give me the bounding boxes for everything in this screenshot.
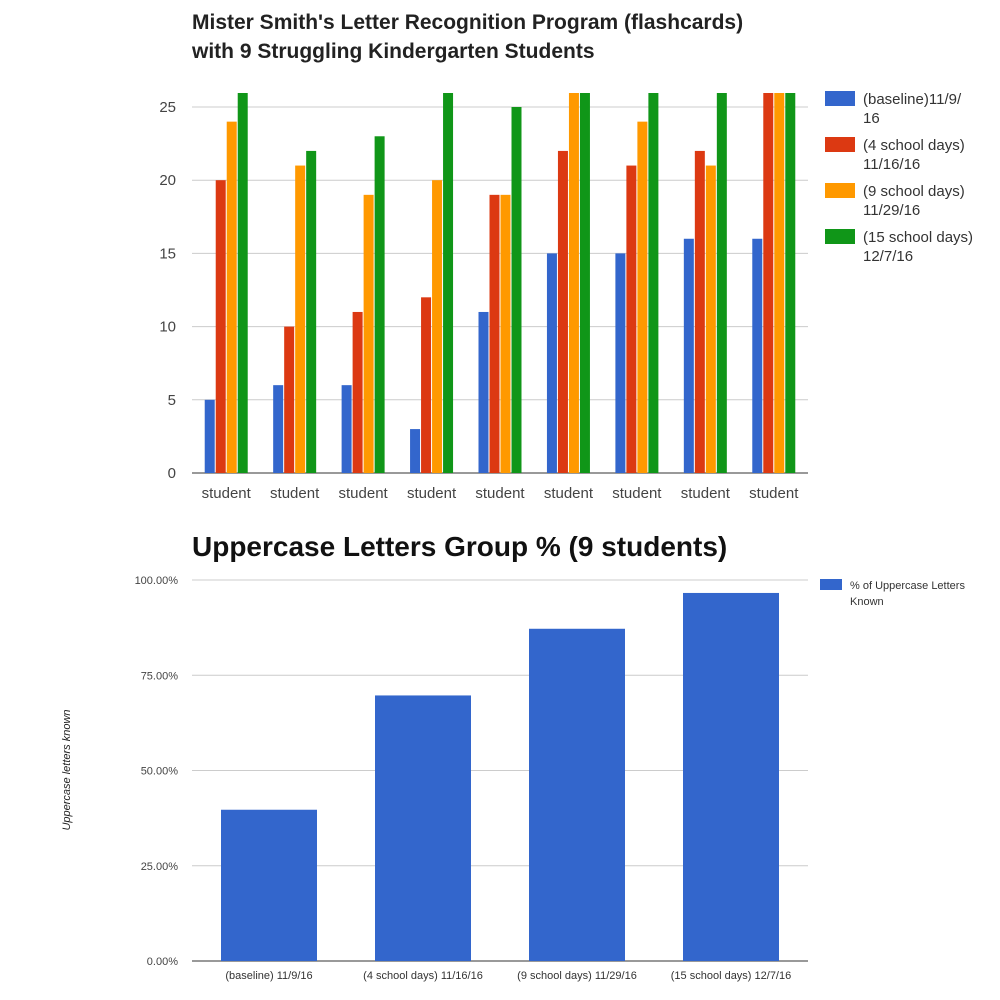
chart2-x-tick-label: (9 school days) 11/29/16 [517, 970, 637, 982]
chart1-legend-swatch [825, 183, 855, 198]
chart1-bar [443, 93, 454, 473]
chart1-x-tick-label: student [270, 485, 320, 502]
chart2-legend-swatch [820, 579, 842, 590]
chart1-legend-label: (4 school days) [863, 137, 965, 154]
chart1-bar [341, 385, 352, 473]
chart1-plot: 0 5 10 15 20 25 student student student student st… [159, 93, 808, 502]
chart2-y-tick-label: 50.00% [141, 766, 179, 778]
chart2-title: Uppercase Letters Group % (9 students) [192, 531, 728, 562]
chart1-title: Mister Smith's Letter Recognition Progra… [192, 8, 912, 66]
chart2-legend-label: Known [850, 596, 884, 608]
chart1-bar [295, 165, 306, 473]
chart2-x-tick-label: (15 school days) 12/7/16 [671, 970, 791, 982]
chart1-bar [774, 93, 785, 473]
chart1-bar [694, 150, 705, 474]
chart2-y-tick-label: 25.00% [141, 861, 179, 873]
chart1-legend: (baseline)11/9/16 (4 school days) 11/16/16… [825, 91, 973, 265]
chart1-legend-label: (15 school days) [863, 229, 973, 246]
chart1-y-tick-label: 15 [159, 245, 176, 262]
chart1-bar [478, 311, 489, 473]
chart1-bar [374, 136, 385, 473]
chart1-bar [432, 180, 443, 473]
chart1-legend-label: (baseline)11/9/ [863, 91, 962, 108]
chart1-bar [637, 121, 648, 473]
chart1-x-tick-label: student [749, 485, 799, 502]
chart1-x-tick-label: student [407, 485, 457, 502]
chart2-bar [683, 592, 779, 961]
chart1-bar [237, 93, 248, 473]
chart1-bar [683, 238, 694, 473]
chart1-bar [489, 194, 500, 473]
chart1-legend-label: 11/29/16 [863, 202, 920, 219]
chart1-bar [204, 399, 215, 473]
chart2-y-tick-label: 75.00% [141, 670, 179, 682]
chart1-bar [626, 165, 637, 473]
chart1-bar [215, 180, 226, 473]
chart1-bar [410, 429, 421, 473]
chart2-y-tick-label: 0.00% [147, 956, 178, 968]
chart1-y-tick-label: 5 [168, 392, 176, 409]
chart2-x-tick-label: (baseline) 11/9/16 [225, 970, 312, 982]
chart1-bar [557, 150, 568, 474]
chart1-x-tick-label: student [202, 485, 252, 502]
chart1-x-tick-label: student [339, 485, 389, 502]
chart2-plot: 0.00% 25.00% 50.00% 75.00% 100.00% (baseline)… [61, 575, 808, 982]
chart1-bar [226, 121, 237, 473]
chart1-bar [421, 297, 432, 473]
chart1-legend-swatch [825, 137, 855, 152]
chart1-legend-label: 16 [863, 110, 880, 127]
chart1-y-tick-label: 25 [159, 99, 176, 116]
chart1-bar [284, 326, 295, 473]
chart1-x-tick-label: student [681, 485, 731, 502]
chart1-legend-label: (9 school days) [863, 183, 965, 200]
chart2-y-tick-label: 100.00% [135, 575, 179, 587]
chart2-legend-label: % of Uppercase Letters [850, 580, 965, 592]
chart1-bar [306, 150, 317, 474]
chart1-bar [648, 93, 659, 473]
chart1-x-tick-label: student [612, 485, 662, 502]
chart1-bar [546, 253, 557, 473]
chart1-legend-label: 11/16/16 [863, 156, 920, 173]
chart1-legend-label: 12/7/16 [863, 248, 913, 265]
chart1-y-tick-label: 0 [168, 465, 176, 482]
chart1-bar [511, 107, 522, 473]
chart1-legend-swatch [825, 229, 855, 244]
chart1-bar [273, 385, 284, 473]
chart1-bar [716, 93, 727, 473]
chart1-bar [785, 93, 796, 473]
chart2-x-tick-label: (4 school days) 11/16/16 [363, 970, 483, 982]
chart1-legend-swatch [825, 91, 855, 106]
chart1-y-tick-label: 20 [159, 172, 176, 189]
chart2-legend: % of Uppercase Letters Known [820, 579, 965, 608]
chart1-x-tick-label: student [475, 485, 525, 502]
chart2-y-axis-label: Uppercase letters known [61, 709, 73, 830]
chart1-bar [752, 238, 763, 473]
chart2-bar [529, 628, 625, 961]
chart2-bar [221, 809, 317, 961]
chart1-bar [363, 194, 374, 473]
chart1-bar [500, 194, 511, 473]
chart1-bar [705, 165, 716, 473]
chart2-bar [375, 695, 471, 961]
chart1-y-tick-label: 10 [159, 319, 176, 336]
chart1-bar [763, 93, 774, 473]
chart1-bar [615, 253, 626, 473]
chart1-bar [579, 93, 590, 473]
chart1-title-line2: with 9 Struggling Kindergarten Students [192, 40, 595, 63]
chart1-title-line1: Mister Smith's Letter Recognition Progra… [192, 11, 744, 34]
chart1-bar [352, 311, 363, 473]
chart1-x-tick-label: student [544, 485, 594, 502]
chart1-bar [568, 93, 579, 473]
